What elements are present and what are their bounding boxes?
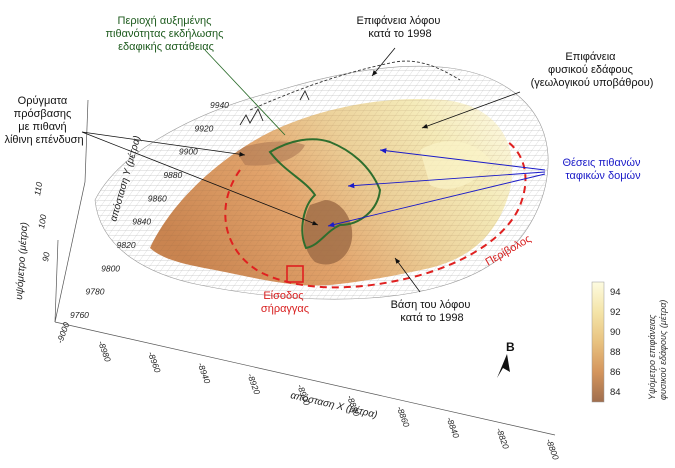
x-tick-label: -8920 [245,372,262,396]
y-tick-label: 9900 [179,147,198,157]
origin-tick-label: -9000 [54,321,71,345]
colorbar: 94 92 90 88 86 84 Υψόμετρο επιφάνειας φυσικού… [591,281,668,403]
z-tick-label: 110 [32,181,44,196]
colorbar-ramp [591,281,605,403]
colorbar-tick-label: 94 [610,287,621,298]
colorbar-tick-label: 90 [610,327,621,338]
y-tick-label: 9940 [210,100,229,110]
instability-zone-outline [268,138,382,250]
z-tick-label: 100 [36,213,48,229]
x-tick-label: -8860 [395,405,412,429]
north-arrow: B [497,340,515,378]
z-axis-ticks: 110 100 90 [32,181,52,262]
label-instability-zone: Περιοχή αυξημένης πιθανότητας εκδήλωσης … [105,15,226,53]
axis-frame [54,99,556,436]
colorbar-tick-label: 86 [610,367,621,378]
hill-top-ridge [249,60,461,111]
x-tick-label: -8940 [196,361,213,385]
x-tick-label: -8820 [494,426,511,450]
label-tunnel-entrance: Είσοδος σήραγγας [261,290,309,315]
colorbar-tick-label: 88 [610,347,621,358]
y-tick-label: 9920 [194,123,213,133]
y-tick-label: 9760 [70,310,89,320]
label-burial-structures: Θέσεις πιθανών ταφικών δομών [562,157,643,182]
x-tick-label: -8960 [146,350,163,374]
colorbar-ticks: 94 92 90 88 86 84 [610,287,621,398]
x-tick-label: -8800 [544,437,561,461]
peribolos-dashed-line [224,141,527,289]
colorbar-tick-label: 84 [610,387,621,398]
y-tick-label: 9840 [132,217,151,227]
natural-ground-surface [150,98,513,286]
label-natural-ground: Επιφάνεια φυσικού εδάφους (γεωλογικού υπ… [531,51,654,89]
y-tick-label: 9860 [148,193,167,203]
y-tick-label: 9780 [86,287,105,297]
z-axis-title: υψόμετρο (μέτρα) [13,222,30,300]
y-axis-ticks: 9760 9780 9800 9820 9840 9860 9880 9900 9920 9940 [70,100,229,320]
x-tick-label: -8840 [445,415,462,439]
z-tick-label: 90 [40,251,52,262]
y-tick-label: 9880 [163,170,182,180]
y-tick-label: 9800 [101,263,120,273]
colorbar-tick-label: 92 [610,307,621,318]
svg-text:B: B [506,340,515,354]
tunnel-entrance-marker [286,265,304,283]
y-tick-label: 9820 [117,240,136,250]
label-hill-base-1998: Βάση του λόφου κατά το 1998 [391,299,474,324]
colorbar-title: Υψόμετρο επιφάνειας φυσικού εδάφους (μέτ… [647,300,668,400]
label-trenches: Ορύγματα πρόσβασης με πιθανή λίθινη επέν… [4,95,83,146]
label-hill-surface-1998: Επιφάνεια λόφου κατά το 1998 [357,15,444,40]
leader-lines [81,47,546,293]
x-tick-label: -8980 [96,339,113,363]
